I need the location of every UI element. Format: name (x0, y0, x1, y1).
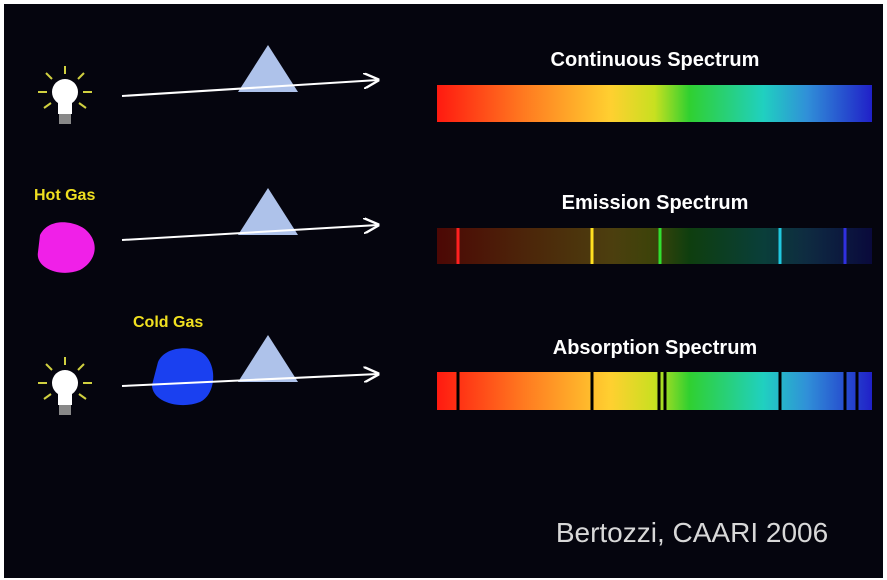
continuous-spectrum (437, 85, 872, 122)
emission-spectrum (437, 228, 872, 264)
spectrum-title: Continuous Spectrum (551, 49, 760, 71)
gas-label: Cold Gas (133, 314, 203, 331)
absorption-spectrum (437, 372, 872, 410)
spectrum-title: Absorption Spectrum (553, 337, 757, 359)
gas-label: Hot Gas (34, 187, 95, 204)
diagram: Continuous Spectrum Hot Gas Emission Spe… (0, 0, 887, 580)
credit: Bertozzi, CAARI 2006 (556, 517, 828, 548)
spectrum-title: Emission Spectrum (562, 192, 749, 214)
